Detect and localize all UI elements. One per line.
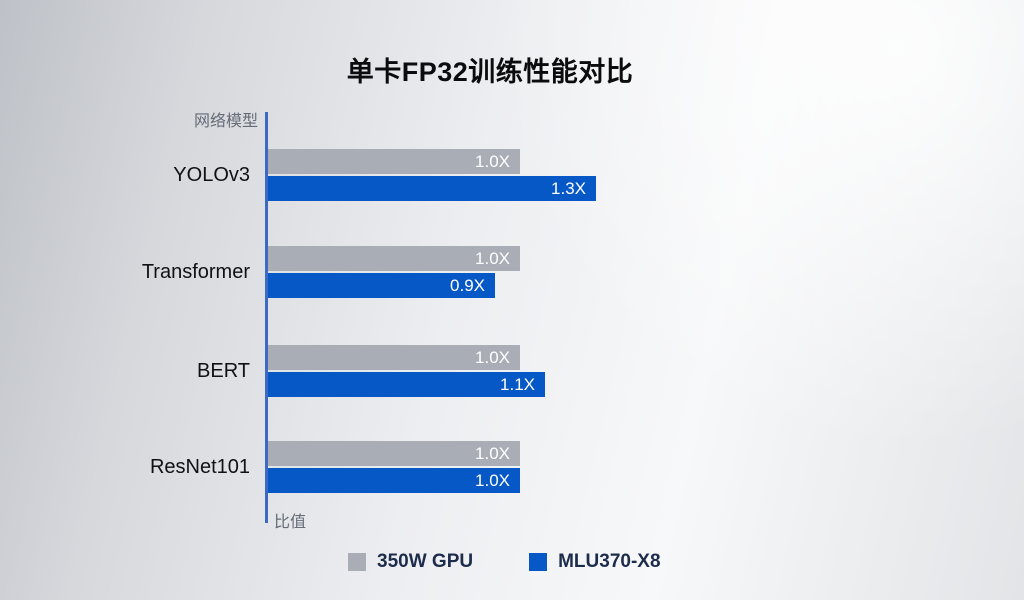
bar-value-label: 1.1X <box>500 374 535 394</box>
x-axis-label: 比值 <box>274 514 307 531</box>
bar-mlu: 1.1X <box>268 372 545 397</box>
legend: 350W GPU MLU370-X8 <box>348 551 661 573</box>
bar-gpu: 1.0X <box>268 441 520 466</box>
bar-value-label: 1.0X <box>475 151 510 171</box>
bar-mlu: 1.0X <box>268 468 520 493</box>
bar-value-label: 1.0X <box>475 347 510 367</box>
bar-value-label: 0.9X <box>450 275 485 295</box>
bar-value-label: 1.3X <box>551 178 586 198</box>
chart-title: 单卡FP32训练性能对比 <box>346 57 634 87</box>
category-label: YOLOv3 <box>173 164 250 186</box>
category-label: ResNet101 <box>149 456 250 478</box>
bar-group: Transformer 1.0X 0.9X <box>0 246 1024 298</box>
bar-gpu: 1.0X <box>268 246 520 271</box>
bar-value-label: 1.0X <box>475 470 510 490</box>
bar-value-label: 1.0X <box>475 248 510 268</box>
y-axis-label: 网络模型 <box>193 113 258 130</box>
bar-group: BERT 1.0X 1.1X <box>0 345 1024 397</box>
bar-value-label: 1.0X <box>475 443 510 463</box>
bar-gpu: 1.0X <box>268 149 520 174</box>
legend-label-gpu: 350W GPU <box>377 551 474 572</box>
bar-group: YOLOv3 1.0X 1.3X <box>0 149 1024 201</box>
bar-gpu: 1.0X <box>268 345 520 370</box>
category-label: BERT <box>197 360 250 382</box>
category-label: Transformer <box>141 261 250 283</box>
legend-item-gpu: 350W GPU <box>348 551 473 573</box>
bar-mlu: 0.9X <box>268 273 495 298</box>
legend-swatch-gpu <box>348 553 366 571</box>
legend-item-mlu: MLU370-X8 <box>529 551 661 573</box>
bar-group: ResNet101 1.0X 1.0X <box>0 441 1024 493</box>
bar-mlu: 1.3X <box>268 176 596 201</box>
legend-label-mlu: MLU370-X8 <box>558 551 661 572</box>
y-axis-line <box>265 112 268 523</box>
legend-swatch-mlu <box>529 553 548 571</box>
